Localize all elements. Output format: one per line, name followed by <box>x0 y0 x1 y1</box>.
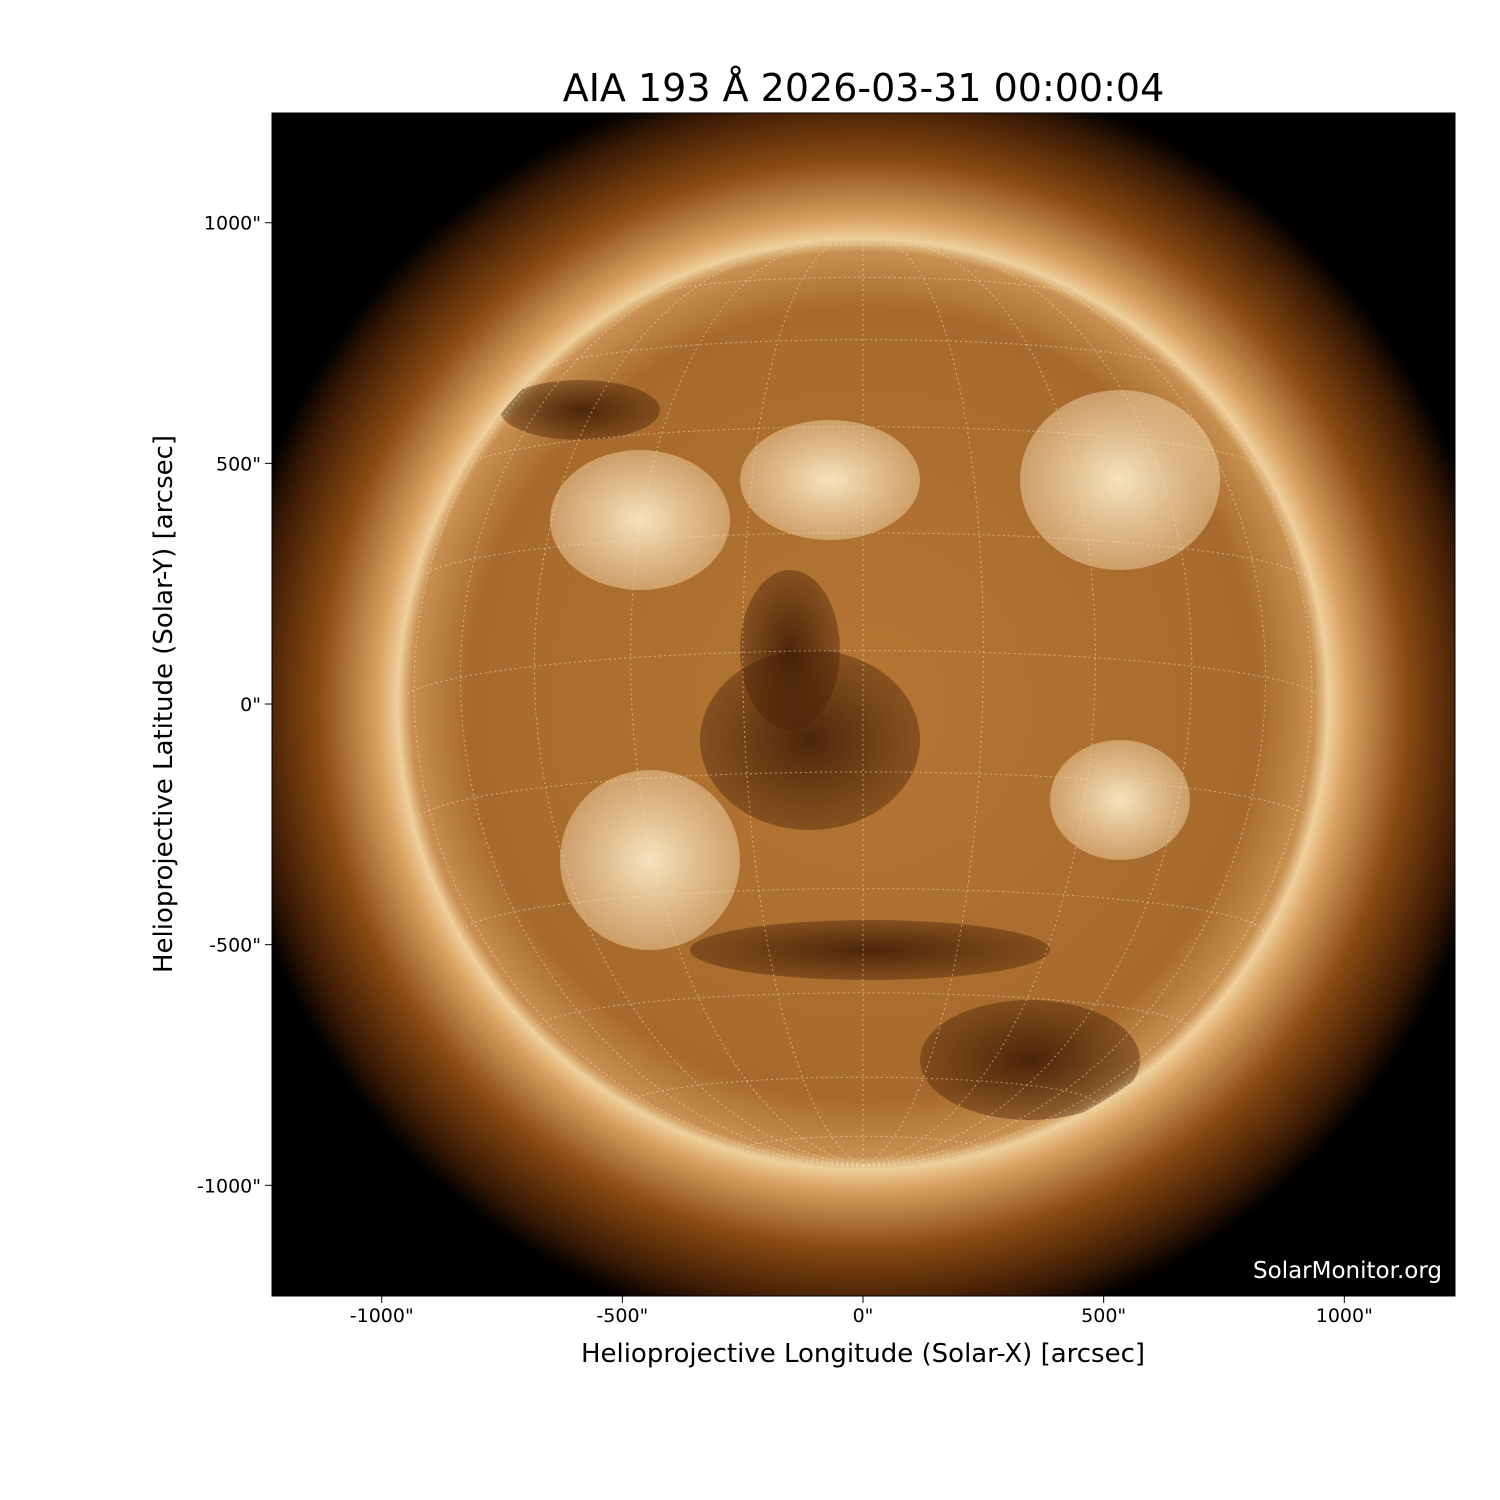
x-axis-label: Helioprojective Longitude (Solar-X) [arc… <box>581 1339 1145 1369</box>
solar-image: SolarMonitor.org <box>272 113 1455 1296</box>
y-axis-label: Helioprojective Latitude (Solar-Y) [arcs… <box>149 435 179 973</box>
active-region <box>550 450 730 590</box>
coronal-hole <box>740 570 840 730</box>
x-tick-label: -500" <box>596 1305 648 1327</box>
grid-line <box>413 285 864 1167</box>
active-region <box>1020 390 1220 570</box>
y-tick-label: 0" <box>240 694 261 716</box>
coronal-hole <box>690 920 1050 980</box>
y-tick-label: -1000" <box>197 1175 261 1197</box>
grid-line <box>862 240 1097 1167</box>
watermark: SolarMonitor.org <box>1253 1258 1442 1284</box>
grid-line <box>538 339 1188 372</box>
x-tick-label: -1000" <box>350 1305 414 1327</box>
x-tick-label: 1000" <box>1316 1305 1373 1327</box>
active-region <box>1050 740 1190 860</box>
x-tick-label: 0" <box>853 1305 874 1327</box>
y-tick-label: -500" <box>209 935 261 957</box>
grid-line <box>862 285 1313 1167</box>
grid-line <box>462 426 1264 469</box>
grid-line <box>630 240 864 1167</box>
grid-line <box>862 240 984 1167</box>
grid-line <box>533 243 864 1167</box>
grid-line <box>414 532 1312 583</box>
grid-line <box>862 243 1193 1167</box>
grid-line <box>459 250 864 1167</box>
active-region <box>560 770 740 950</box>
coronal-hole <box>500 380 660 440</box>
x-tick-label: 500" <box>1081 1305 1126 1327</box>
heliographic-grid <box>399 240 1327 1167</box>
chart-title: AIA 193 Å 2026-03-31 00:00:04 <box>562 66 1165 110</box>
grid-line <box>862 250 1267 1167</box>
grid-line <box>630 1076 1096 1105</box>
grid-line <box>533 992 1193 1031</box>
grid-line <box>399 650 1327 705</box>
grid-line <box>635 276 1091 299</box>
active-region <box>740 420 920 540</box>
grid-line <box>742 240 864 1167</box>
coronal-hole <box>920 1000 1140 1120</box>
y-tick-label: 500" <box>216 453 261 475</box>
y-tick-label: 1000" <box>204 213 261 235</box>
